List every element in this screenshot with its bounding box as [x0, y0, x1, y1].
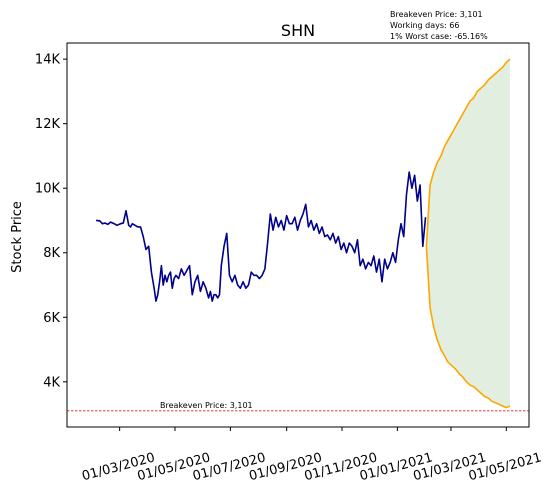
chart-title: SHN [281, 21, 315, 40]
y-tick-label: 10K [35, 182, 61, 197]
y-tick-label: 14K [35, 53, 61, 68]
y-tick-label: 6K [43, 311, 60, 326]
x-axis: 01/03/202001/05/202001/07/202001/09/2020… [80, 427, 543, 482]
y-axis-label: Stock Price [10, 201, 25, 273]
y-tick-label: 4K [43, 375, 60, 390]
breakeven-label: Breakeven Price: 3,101 [160, 401, 253, 410]
y-tick-label: 8K [43, 246, 60, 261]
y-tick-label: 12K [35, 117, 61, 132]
forecast-band [426, 59, 510, 408]
forecast-band-layer [426, 59, 510, 408]
forecast-lower-line [425, 246, 511, 409]
plot-frame [66, 42, 530, 428]
y-axis: 4K 6K 8K 10K 12K 14K [35, 53, 67, 390]
price-line [95, 171, 427, 302]
info-line-breakeven: Breakeven Price: 3,101 [390, 10, 483, 19]
info-line-working-days: Working days: 66 [390, 21, 459, 30]
forecast-upper-line [425, 58, 511, 247]
series-layer [95, 58, 511, 409]
info-line-worst-case: 1% Worst case: -65.16% [390, 32, 488, 41]
